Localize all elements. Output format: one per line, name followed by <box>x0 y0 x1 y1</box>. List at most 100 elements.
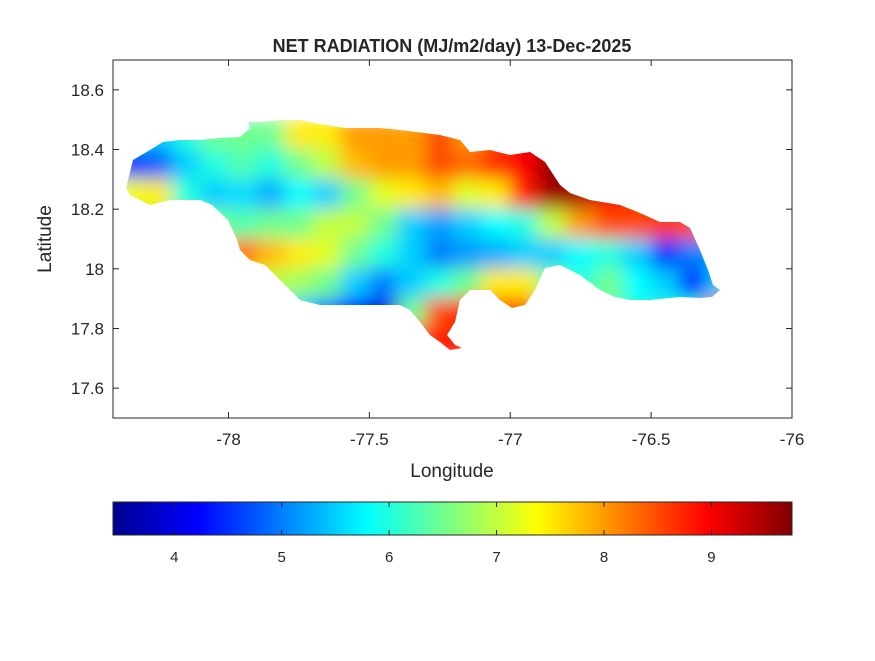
heatmap-cell <box>453 149 483 180</box>
heatmap-cell <box>143 120 173 150</box>
heatmap-cell <box>126 120 145 150</box>
heatmap-cell <box>368 178 399 210</box>
heatmap-layer <box>126 120 720 350</box>
heatmap-cell <box>622 238 652 270</box>
y-tick-label: 17.8 <box>71 320 104 339</box>
heatmap-cell <box>425 238 455 270</box>
heatmap-cell <box>622 208 652 240</box>
heatmap-cell <box>481 149 511 180</box>
heatmap-cell <box>126 208 145 240</box>
heatmap-cell <box>481 208 511 240</box>
heatmap-cell <box>397 268 427 300</box>
heatmap-cell <box>594 298 624 329</box>
heatmap-cell <box>199 178 230 210</box>
heatmap-cell <box>425 298 455 329</box>
heatmap-cell <box>171 178 201 210</box>
heatmap-cell <box>678 149 708 180</box>
heatmap-cell <box>566 120 596 150</box>
heatmap-cell <box>126 178 145 210</box>
heatmap-cell <box>678 268 708 300</box>
heatmap-cell <box>678 178 708 210</box>
heatmap-cell <box>706 238 720 270</box>
heatmap-cell <box>566 178 596 210</box>
heatmap-cell <box>481 238 511 270</box>
heatmap-cell <box>678 120 708 150</box>
y-tick-label: 18.6 <box>71 81 104 100</box>
heatmap-cell <box>312 298 342 329</box>
heatmap-cell <box>509 149 539 180</box>
heatmap-cell <box>481 120 511 150</box>
heatmap-cell <box>453 178 483 210</box>
heatmap-cell <box>397 149 427 180</box>
heatmap-cell <box>594 268 624 300</box>
heatmap-cell <box>453 298 483 329</box>
heatmap-cell <box>650 268 680 300</box>
heatmap-cell <box>256 208 286 240</box>
heatmap-cell <box>312 208 342 240</box>
heatmap-cell <box>678 298 708 329</box>
heatmap-cell <box>368 298 399 329</box>
heatmap-cell <box>228 298 258 329</box>
heatmap-cell <box>509 120 539 150</box>
heatmap-cell <box>256 238 286 270</box>
heatmap-cell <box>368 238 399 270</box>
heatmap-cell <box>368 208 399 240</box>
heatmap-cell <box>368 120 399 150</box>
heatmap-cell <box>199 149 230 180</box>
heatmap-cell <box>256 328 286 350</box>
heatmap-cell <box>566 268 596 300</box>
heatmap-cell <box>126 298 145 329</box>
heatmap-cell <box>171 149 201 180</box>
heatmap-cell <box>143 208 173 240</box>
heatmap-cell <box>397 208 427 240</box>
heatmap-cell <box>650 178 680 210</box>
heatmap-cell <box>650 120 680 150</box>
heatmap-cell <box>143 178 173 210</box>
heatmap-cell <box>566 328 596 350</box>
heatmap-cell <box>340 208 370 240</box>
heatmap-cell <box>594 238 624 270</box>
heatmap-cell <box>481 268 511 300</box>
heatmap-cell <box>284 208 314 240</box>
heatmap-cell <box>481 178 511 210</box>
heatmap-cell <box>171 328 201 350</box>
heatmap-cell <box>706 208 720 240</box>
heatmap-cell <box>312 120 342 150</box>
heatmap-cell <box>706 268 720 300</box>
colorbar-tick-label: 5 <box>278 549 286 566</box>
y-tick-label: 18.4 <box>71 141 104 160</box>
y-tick-label: 18.2 <box>71 200 104 219</box>
heatmap-cell <box>594 328 624 350</box>
heatmap-cell <box>509 178 539 210</box>
heatmap-cell <box>228 268 258 300</box>
heatmap-cell <box>678 238 708 270</box>
heatmap-cell <box>566 149 596 180</box>
heatmap-cell <box>143 298 173 329</box>
y-tick-label: 17.6 <box>71 379 104 398</box>
heatmap-cell <box>143 268 173 300</box>
colorbar-tick-label: 9 <box>707 549 715 566</box>
heatmap-cell <box>397 120 427 150</box>
colorbar <box>112 501 793 536</box>
heatmap-cell <box>126 268 145 300</box>
heatmap-cell <box>256 149 286 180</box>
heatmap-cell <box>622 178 652 210</box>
colorbar-tick-label: 7 <box>492 549 500 566</box>
x-tick-label: -76.5 <box>632 430 671 449</box>
heatmap-cell <box>340 328 370 350</box>
heatmap-cell <box>509 208 539 240</box>
heatmap-cell <box>537 238 568 270</box>
heatmap-cell <box>199 268 230 300</box>
heatmap-cell <box>537 328 568 350</box>
heatmap-cell <box>594 208 624 240</box>
heatmap-cell <box>622 298 652 329</box>
heatmap-cell <box>340 238 370 270</box>
heatmap-cell <box>256 120 286 150</box>
heatmap-cell <box>425 120 455 150</box>
chart-title: NET RADIATION (MJ/m2/day) 13-Dec-2025 <box>273 36 632 56</box>
x-tick-label: -76 <box>780 430 805 449</box>
heatmap-cell <box>425 149 455 180</box>
heatmap-cell <box>678 208 708 240</box>
heatmap-cell <box>453 120 483 150</box>
